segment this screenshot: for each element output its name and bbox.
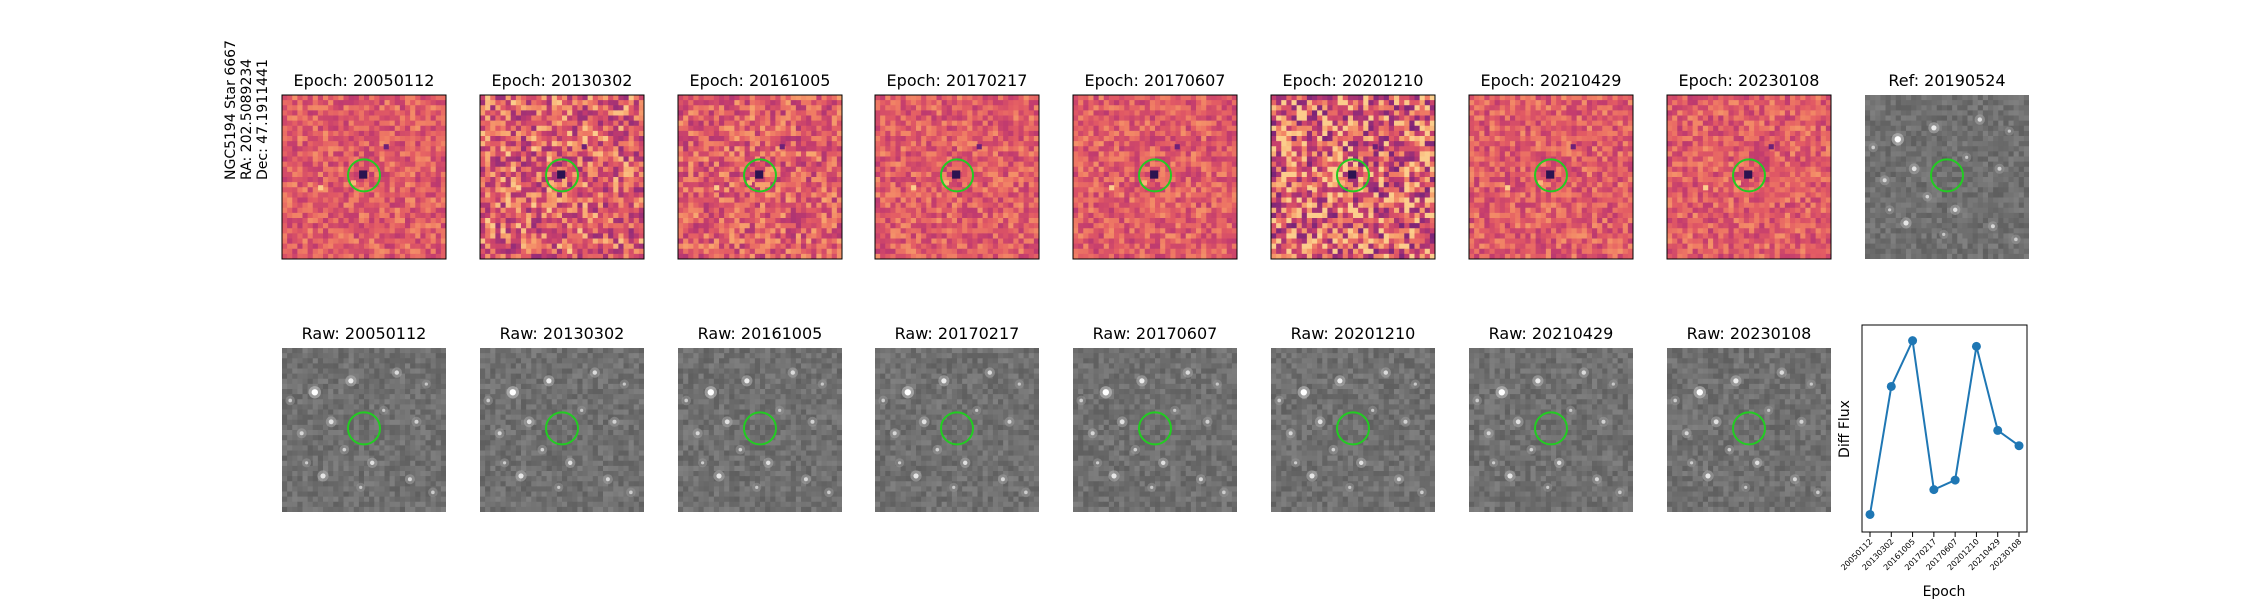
target-circle [1138,158,1172,193]
ref-panel-title: Ref: 20190524 [1888,71,2005,90]
diff-panel-title: Epoch: 20201210 [1283,71,1424,90]
panel-frame [874,94,1040,260]
reference-image [1865,95,2029,259]
raw-panel-title: Raw: 20050112 [302,324,427,343]
target-circle [347,411,381,446]
difference-image [875,95,1039,259]
raw-panel-title: Raw: 20170607 [1093,324,1218,343]
diff-panel-title: Epoch: 20230108 [1679,71,1820,90]
panel-frame [677,94,843,260]
panel-frame [1468,94,1634,260]
data-point [1950,475,1960,485]
target-circle [1930,158,1964,193]
raw-image [875,348,1039,512]
data-point [1865,509,1875,519]
diff-panel-title: Epoch: 20130302 [492,71,633,90]
raw-image [282,348,446,512]
target-circle [743,411,777,446]
target-circle [1732,411,1766,446]
diff-panel-title: Epoch: 20170607 [1085,71,1226,90]
target-name: NGC5194 Star 6667 [223,40,239,180]
diff-panel-title: Epoch: 20170217 [887,71,1028,90]
difference-image [480,95,644,259]
raw-panel-title: Raw: 20201210 [1291,324,1416,343]
data-point [1971,341,1981,351]
diff-panel-title: Epoch: 20161005 [690,71,831,90]
target-circle [1336,411,1370,446]
raw-image [1469,348,1633,512]
raw-image [678,348,842,512]
difference-image [1667,95,1831,259]
raw-panel-title: Raw: 20210429 [1489,324,1614,343]
raw-panel-title: Raw: 20161005 [698,324,823,343]
target-dec: Dec: 47.1911441 [255,59,271,180]
panel-frame [479,94,645,260]
raw-panel-title: Raw: 20130302 [500,324,625,343]
diff-flux-chart: 2005011220130302201610052017021720170607… [1837,324,2028,600]
target-circle [1732,158,1766,193]
target-circle [545,158,579,193]
panel-frame [1666,94,1832,260]
target-ra: RA: 202.5089234 [239,59,255,180]
difference-image [678,95,842,259]
raw-image [1271,348,1435,512]
data-point [1929,485,1939,495]
raw-panel-title: Raw: 20170217 [895,324,1020,343]
target-circle [743,158,777,193]
series-line [1869,337,2020,515]
panel-frame [1072,94,1238,260]
data-point [1993,425,2003,435]
target-circle [940,411,974,446]
diff-panel-title: Epoch: 20210429 [1481,71,1622,90]
difference-image [282,95,446,259]
target-circle [1138,411,1172,446]
raw-panel-title: Raw: 20230108 [1687,324,1812,343]
target-label: NGC5194 Star 6667 RA: 202.5089234 Dec: 4… [223,36,271,180]
data-point [1908,336,1918,346]
difference-image [1469,95,1633,259]
chart-frame [1861,324,2028,533]
target-circle [347,158,381,193]
raw-image [1073,348,1237,512]
panel-frame [281,94,447,260]
data-point [1886,381,1896,391]
x-axis-label: Epoch [1923,584,1966,600]
target-circle [1336,158,1370,193]
diff-panel-title: Epoch: 20050112 [294,71,435,90]
target-circle [545,411,579,446]
target-circle [1534,411,1568,446]
target-circle [1534,158,1568,193]
target-circle [940,158,974,193]
panel-frame [1270,94,1436,260]
difference-image [1073,95,1237,259]
raw-image [1667,348,1831,512]
difference-image [1271,95,1435,259]
data-point [2014,441,2024,451]
raw-image [480,348,644,512]
y-axis-label: Diff Flux [1837,400,1853,458]
